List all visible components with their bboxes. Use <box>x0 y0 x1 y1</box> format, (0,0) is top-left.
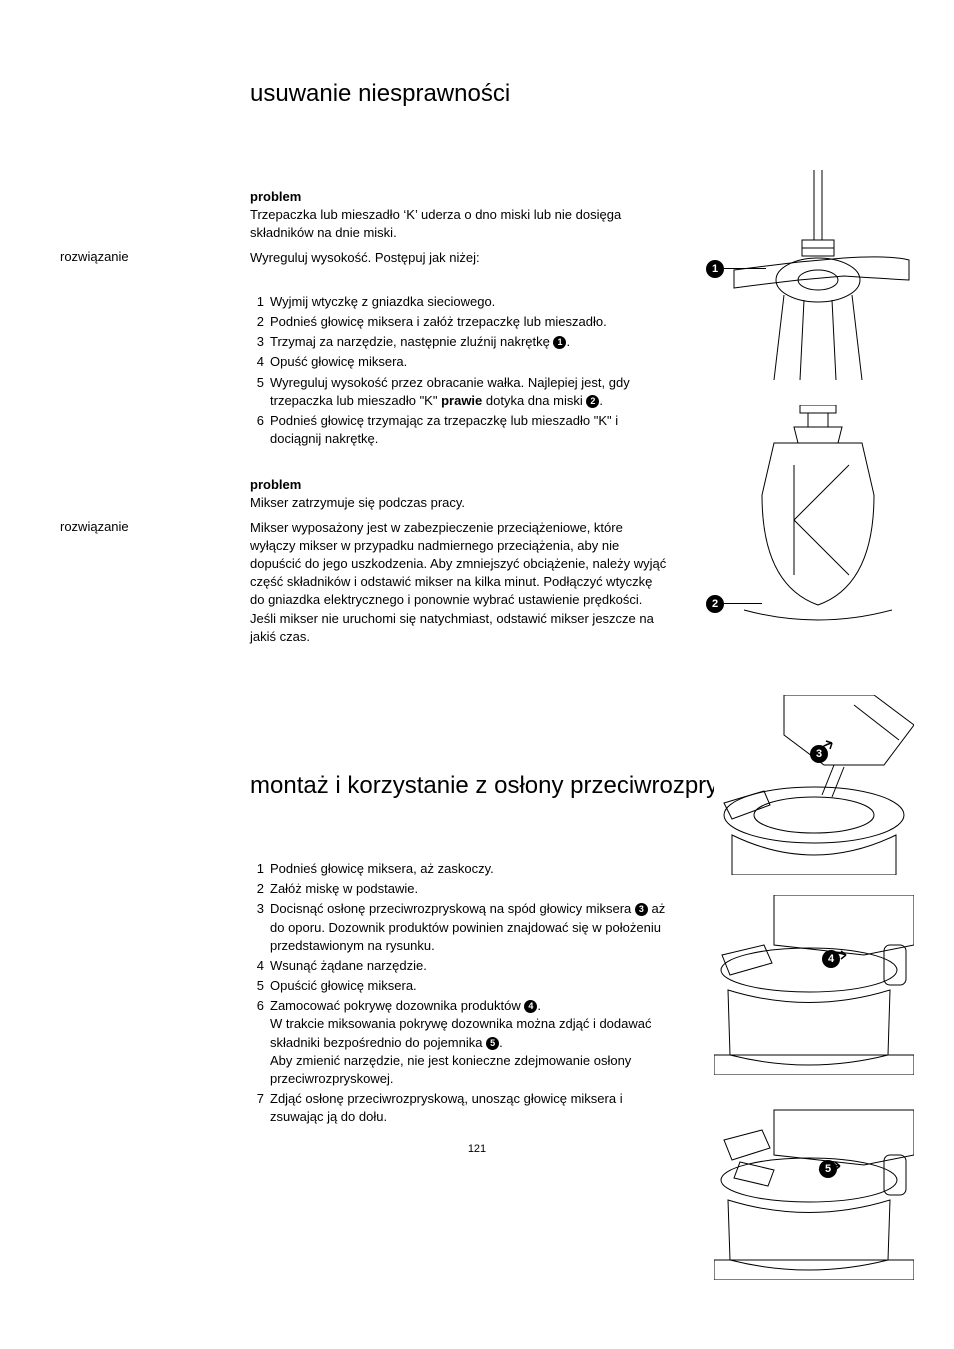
figure-callout: 3 <box>810 745 828 763</box>
step-num: 5 <box>250 977 264 995</box>
problem2-solution-text: Mikser wyposażony jest w zabezpieczenie … <box>250 519 670 646</box>
problem2-text: Mikser zatrzymuje się podczas pracy. <box>250 494 670 512</box>
problem1-text: Trzepaczka lub mieszadło ‘K’ uderza o dn… <box>250 206 670 242</box>
ref-icon: 1 <box>553 336 566 349</box>
step-num: 6 <box>250 412 264 448</box>
figure-callout: 2 <box>706 595 724 613</box>
ref-icon: 2 <box>586 395 599 408</box>
figure-4: 4 <box>714 895 914 1075</box>
step-text: Podnieś głowicę miksera, aż zaskoczy. <box>270 860 670 878</box>
figure-3: 3 <box>714 695 914 875</box>
ref-icon: 3 <box>635 903 648 916</box>
figure-1: 1 <box>714 170 914 380</box>
figure-callout: 4 <box>822 950 840 968</box>
step-num: 1 <box>250 293 264 311</box>
step-text: Wsunąć żądane narzędzie. <box>270 957 670 975</box>
step-num: 3 <box>250 900 264 955</box>
page-number: 121 <box>0 1143 954 1155</box>
step-num: 4 <box>250 957 264 975</box>
step-text: Wyjmij wtyczkę z gniazdka sieciowego. <box>270 293 670 311</box>
step-text: Trzymaj za narzędzie, następnie zluźnij … <box>270 333 670 351</box>
figure-callout: 1 <box>706 260 724 278</box>
step-text: Podnieś głowicę miksera i załóż trzepacz… <box>270 313 670 331</box>
step-num: 6 <box>250 997 264 1088</box>
ref-icon: 4 <box>524 1000 537 1013</box>
problem1-heading: problem <box>250 188 670 206</box>
step-text: Zamocować pokrywę dozownika produktów 4.… <box>270 997 670 1088</box>
problem1-steps: 1 Wyjmij wtyczkę z gniazdka sieciowego. 2… <box>250 293 670 449</box>
problem1-solution-text: Wyreguluj wysokość. Postępuj jak niżej: <box>250 249 670 267</box>
section1-title: usuwanie niesprawności <box>250 80 894 108</box>
step-text: Podnieś głowicę trzymając za trzepaczkę … <box>270 412 670 448</box>
step-text: Załóż miskę w podstawie. <box>270 880 670 898</box>
ref-icon: 5 <box>486 1037 499 1050</box>
figure-2: 2 <box>714 405 914 630</box>
step-num: 7 <box>250 1090 264 1126</box>
step-num: 4 <box>250 353 264 371</box>
figure-callout: 5 <box>819 1160 837 1178</box>
step-text: Docisnąć osłonę przeciwrozpryskową na sp… <box>270 900 670 955</box>
step-num: 2 <box>250 313 264 331</box>
figure-5: 5 <box>714 1100 914 1280</box>
problem1-solution-label: rozwiązanie <box>60 249 250 267</box>
step-num: 3 <box>250 333 264 351</box>
step-num: 1 <box>250 860 264 878</box>
step-text: Wyreguluj wysokość przez obracanie wałka… <box>270 374 670 410</box>
section2-steps: 1 Podnieś głowicę miksera, aż zaskoczy. 2… <box>250 860 670 1127</box>
step-text: Zdjąć osłonę przeciwrozpryskową, unosząc… <box>270 1090 670 1126</box>
step-num: 2 <box>250 880 264 898</box>
step-text: Opuść głowicę miksera. <box>270 353 670 371</box>
step-text: Opuścić głowicę miksera. <box>270 977 670 995</box>
problem2-solution-label: rozwiązanie <box>60 519 250 646</box>
step-num: 5 <box>250 374 264 410</box>
problem2-heading: problem <box>250 476 670 494</box>
